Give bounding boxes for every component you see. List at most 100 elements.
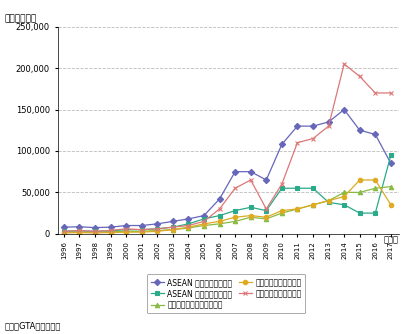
ASEAN がやや優位な品目 [342,203,346,207]
ASEAN が特に優位な品目 [155,222,160,226]
ASEAN がやや優位な品目 [217,213,222,217]
ASEAN が特に優位な品目 [357,128,362,132]
Line: 優位性が見極めにくい品目: 優位性が見極めにくい品目 [62,184,393,234]
ASEAN がやや優位な品目 [279,186,284,190]
Text: （百万ドル）: （百万ドル） [4,14,36,23]
ASEAN がやや優位な品目 [357,211,362,215]
中国が特に優位な品目 [201,219,206,223]
優位性が見極めにくい品目 [61,230,66,234]
優位性が見極めにくい品目 [311,203,316,207]
優位性が見極めにくい品目 [92,230,97,234]
優位性が見極めにくい品目 [373,186,378,190]
ASEAN が特に優位な品目 [279,142,284,146]
ASEAN がやや優位な品目 [388,153,393,157]
優位性が見極めにくい品目 [357,190,362,194]
ASEAN がやや優位な品目 [170,225,175,229]
中国が特に優位な品目 [186,223,191,227]
中国がやや優位な品目 [155,229,160,233]
ASEAN がやや優位な品目 [311,186,316,190]
ASEAN が特に優位な品目 [108,225,113,229]
ASEAN がやや優位な品目 [233,209,238,213]
中国が特に優位な品目 [217,207,222,211]
ASEAN がやや優位な品目 [326,200,331,204]
中国が特に優位な品目 [155,227,160,231]
中国がやや優位な品目 [170,228,175,232]
Text: （年）: （年） [384,235,399,244]
ASEAN が特に優位な品目 [295,124,300,128]
中国が特に優位な品目 [170,225,175,229]
中国が特に優位な品目 [108,228,113,232]
優位性が見極めにくい品目 [217,222,222,226]
中国が特に優位な品目 [279,182,284,186]
Line: 中国が特に優位な品目: 中国が特に優位な品目 [62,62,393,233]
優位性が見極めにくい品目 [124,229,129,233]
中国がやや優位な品目 [217,219,222,223]
中国がやや優位な品目 [264,215,269,219]
中国がやや優位な品目 [326,199,331,203]
優位性が見極めにくい品目 [264,217,269,221]
中国が特に優位な品目 [248,178,253,182]
中国が特に優位な品目 [233,186,238,190]
中国がやや優位な品目 [186,225,191,229]
中国が特に優位な品目 [357,74,362,78]
Line: ASEAN がやや優位な品目: ASEAN がやや優位な品目 [62,153,393,233]
優位性が見極めにくい品目 [155,228,160,232]
中国がやや優位な品目 [201,222,206,226]
ASEAN が特に優位な品目 [264,178,269,182]
ASEAN がやや優位な品目 [295,186,300,190]
ASEAN が特に優位な品目 [373,132,378,136]
ASEAN がやや優位な品目 [61,229,66,233]
中国が特に優位な品目 [264,207,269,211]
ASEAN が特に優位な品目 [92,225,97,229]
ASEAN が特に優位な品目 [186,217,191,221]
中国がやや優位な品目 [357,178,362,182]
ASEAN がやや優位な品目 [201,217,206,221]
ASEAN が特に優位な品目 [326,120,331,124]
ASEAN がやや優位な品目 [108,229,113,233]
中国がやや優位な品目 [139,230,144,234]
中国がやや優位な品目 [61,231,66,235]
中国がやや優位な品目 [342,194,346,198]
中国が特に優位な品目 [373,91,378,95]
中国がやや優位な品目 [373,178,378,182]
中国が特に優位な品目 [311,137,316,141]
中国がやや優位な品目 [77,230,82,234]
ASEAN が特に優位な品目 [217,197,222,201]
優位性が見極めにくい品目 [170,228,175,232]
ASEAN がやや優位な品目 [264,209,269,213]
中国が特に優位な品目 [124,227,129,231]
ASEAN が特に優位な品目 [61,225,66,229]
優位性が見極めにくい品目 [233,219,238,223]
中国が特に優位な品目 [92,229,97,233]
中国が特に優位な品目 [388,91,393,95]
ASEAN がやや優位な品目 [77,229,82,233]
中国がやや優位な品目 [279,209,284,213]
ASEAN がやや優位な品目 [373,211,378,215]
中国が特に優位な品目 [295,141,300,145]
優位性が見極めにくい品目 [295,207,300,211]
ASEAN が特に優位な品目 [170,219,175,223]
ASEAN が特に優位な品目 [342,108,346,112]
中国が特に優位な品目 [139,228,144,232]
中国が特に優位な品目 [61,229,66,233]
中国がやや優位な品目 [388,203,393,207]
優位性が見極めにくい品目 [108,230,113,234]
Text: 資料：GTAから作成。: 資料：GTAから作成。 [4,322,60,331]
ASEAN がやや優位な品目 [139,228,144,232]
ASEAN が特に優位な品目 [388,161,393,165]
優位性が見極めにくい品目 [77,230,82,234]
中国が特に優位な品目 [326,124,331,128]
Line: ASEAN が特に優位な品目: ASEAN が特に優位な品目 [62,107,393,230]
ASEAN がやや優位な品目 [124,228,129,232]
Legend: ASEAN が特に優位な品目, ASEAN がやや優位な品目, 優位性が見極めにくい品目, 中国がやや優位な品目, 中国が特に優位な品目: ASEAN が特に優位な品目, ASEAN がやや優位な品目, 優位性が見極めに… [147,274,305,314]
ASEAN が特に優位な品目 [248,170,253,174]
ASEAN がやや優位な品目 [248,205,253,209]
ASEAN が特に優位な品目 [311,124,316,128]
ASEAN が特に優位な品目 [139,223,144,227]
優位性が見極めにくい品目 [326,199,331,203]
中国がやや優位な品目 [311,203,316,207]
優位性が見極めにくい品目 [186,226,191,230]
優位性が見極めにくい品目 [139,229,144,233]
中国が特に優位な品目 [342,62,346,66]
優位性が見極めにくい品目 [248,215,253,219]
